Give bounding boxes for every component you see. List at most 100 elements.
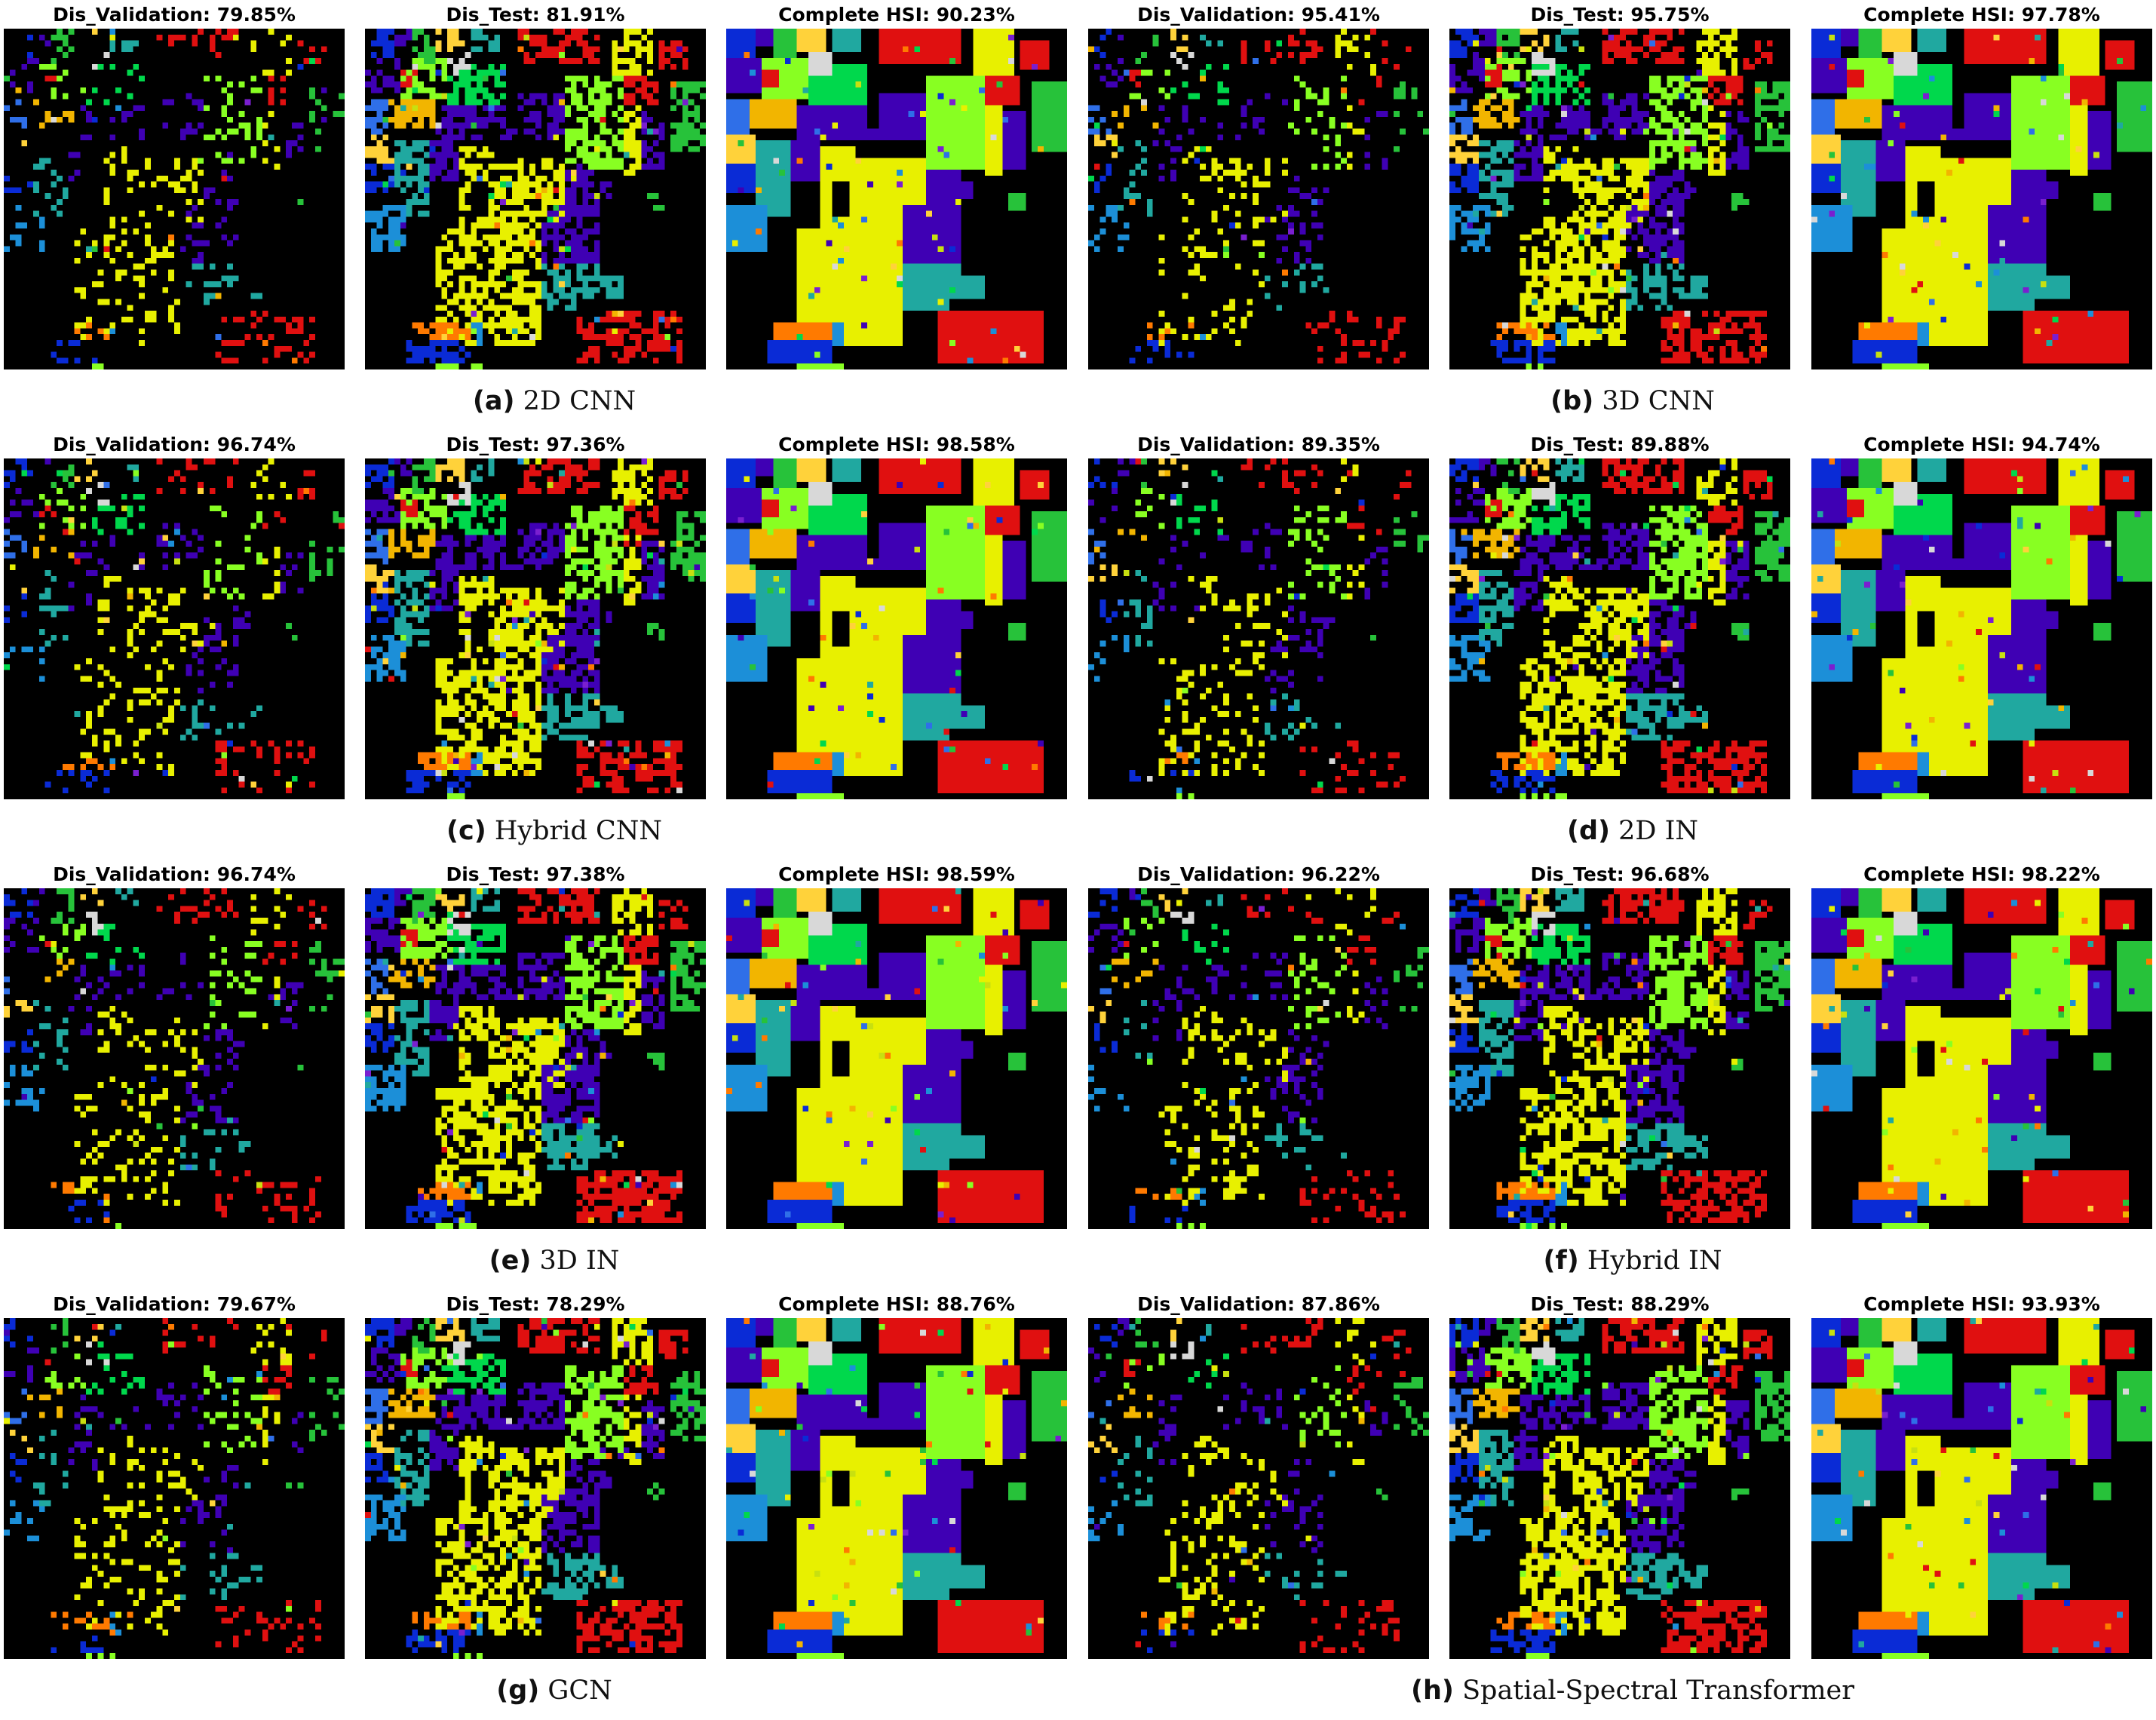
unlabeled-area bbox=[109, 181, 127, 217]
classified-pixel bbox=[1335, 40, 1342, 47]
classified-pixel bbox=[1678, 275, 1685, 282]
classified-pixel bbox=[1549, 134, 1556, 141]
classified-pixel bbox=[1690, 99, 1697, 106]
land-cover-region bbox=[961, 181, 974, 199]
classified-pixel bbox=[1484, 57, 1491, 64]
classified-pixel bbox=[1690, 105, 1697, 112]
classified-pixel bbox=[1690, 146, 1697, 152]
classified-pixel bbox=[221, 357, 228, 364]
classified-pixel bbox=[1731, 199, 1737, 205]
misclassified-pixel bbox=[1875, 351, 1882, 358]
classified-pixel bbox=[582, 122, 589, 129]
classified-pixel bbox=[564, 523, 571, 529]
classified-pixel bbox=[256, 558, 262, 565]
unlabeled-area bbox=[832, 181, 850, 217]
misclassified-pixel bbox=[996, 81, 1003, 87]
classified-pixel bbox=[15, 99, 22, 106]
classified-pixel bbox=[1719, 75, 1726, 82]
classified-pixel bbox=[570, 34, 577, 41]
classified-pixel bbox=[1543, 146, 1550, 152]
classified-pixel bbox=[447, 146, 453, 152]
classified-pixel bbox=[1614, 105, 1620, 112]
classified-pixel bbox=[1755, 46, 1762, 53]
classified-pixel bbox=[1602, 246, 1609, 253]
classified-pixel bbox=[376, 158, 383, 164]
classified-pixel bbox=[670, 146, 677, 152]
classified-pixel bbox=[529, 170, 535, 176]
classified-pixel bbox=[600, 505, 606, 512]
classified-pixel bbox=[600, 105, 606, 112]
classified-pixel bbox=[150, 252, 157, 258]
land-cover-region bbox=[1811, 99, 1836, 135]
classified-pixel bbox=[1352, 340, 1359, 346]
classified-pixel bbox=[1241, 181, 1247, 188]
classified-pixel bbox=[388, 175, 394, 182]
classified-pixel bbox=[1513, 69, 1520, 76]
classified-pixel bbox=[1093, 246, 1100, 253]
classified-pixel bbox=[215, 52, 222, 58]
classified-pixel bbox=[588, 334, 594, 341]
classified-pixel bbox=[447, 558, 453, 565]
classified-pixel bbox=[593, 228, 600, 235]
misclassified-pixel bbox=[826, 164, 833, 170]
classified-pixel bbox=[1755, 105, 1762, 112]
classified-pixel bbox=[1596, 334, 1602, 341]
land-cover-region bbox=[2058, 29, 2099, 76]
classified-pixel bbox=[441, 564, 448, 571]
classified-pixel bbox=[1311, 93, 1317, 100]
classified-pixel bbox=[1502, 152, 1508, 158]
classified-pixel bbox=[465, 334, 471, 341]
classified-pixel bbox=[1537, 252, 1544, 258]
classified-pixel bbox=[1543, 340, 1550, 346]
classified-pixel bbox=[618, 328, 624, 335]
classified-pixel bbox=[1478, 122, 1485, 129]
classified-pixel bbox=[1234, 164, 1241, 170]
classified-pixel bbox=[97, 328, 104, 335]
classified-pixel bbox=[370, 99, 377, 106]
classified-pixel bbox=[1223, 204, 1230, 211]
classified-pixel bbox=[1684, 187, 1691, 194]
classified-pixel bbox=[62, 93, 69, 100]
classified-pixel bbox=[1690, 187, 1697, 194]
classified-pixel bbox=[1648, 122, 1655, 129]
classified-pixel bbox=[1673, 222, 1679, 228]
classified-pixel bbox=[1259, 252, 1265, 258]
classified-pixel bbox=[1200, 246, 1206, 253]
classified-pixel bbox=[91, 541, 98, 547]
classified-pixel bbox=[209, 263, 216, 270]
classified-pixel bbox=[168, 664, 174, 670]
classified-pixel bbox=[1293, 269, 1300, 276]
classified-pixel bbox=[168, 240, 174, 247]
classified-pixel bbox=[1761, 146, 1767, 152]
classified-pixel bbox=[1661, 240, 1667, 247]
classified-pixel bbox=[1572, 305, 1579, 311]
classified-pixel bbox=[1584, 269, 1591, 276]
classified-pixel bbox=[629, 482, 636, 488]
classified-pixel bbox=[664, 316, 671, 323]
classified-pixel bbox=[1766, 40, 1773, 47]
classified-pixel bbox=[1620, 311, 1626, 317]
classified-pixel bbox=[1496, 351, 1503, 358]
classified-pixel bbox=[1643, 181, 1649, 188]
classified-pixel bbox=[1467, 240, 1474, 247]
classified-pixel bbox=[1305, 40, 1312, 47]
classified-pixel bbox=[1625, 228, 1632, 235]
classified-pixel bbox=[1211, 328, 1218, 335]
classified-pixel bbox=[511, 311, 518, 317]
classified-pixel bbox=[1713, 170, 1720, 176]
classified-pixel bbox=[232, 605, 239, 612]
classified-pixel bbox=[1117, 57, 1124, 64]
classified-pixel bbox=[429, 464, 436, 471]
classified-pixel bbox=[1667, 334, 1673, 341]
classified-pixel bbox=[133, 493, 140, 500]
classified-pixel bbox=[1737, 357, 1744, 364]
classified-pixel bbox=[1561, 175, 1567, 182]
classified-pixel bbox=[1188, 152, 1195, 158]
classified-pixel bbox=[700, 134, 706, 141]
classified-pixel bbox=[203, 105, 210, 112]
classified-pixel bbox=[1490, 29, 1497, 35]
classified-pixel bbox=[1234, 170, 1241, 176]
classified-pixel bbox=[465, 340, 471, 346]
classified-pixel bbox=[388, 164, 394, 170]
classified-pixel bbox=[21, 458, 28, 464]
